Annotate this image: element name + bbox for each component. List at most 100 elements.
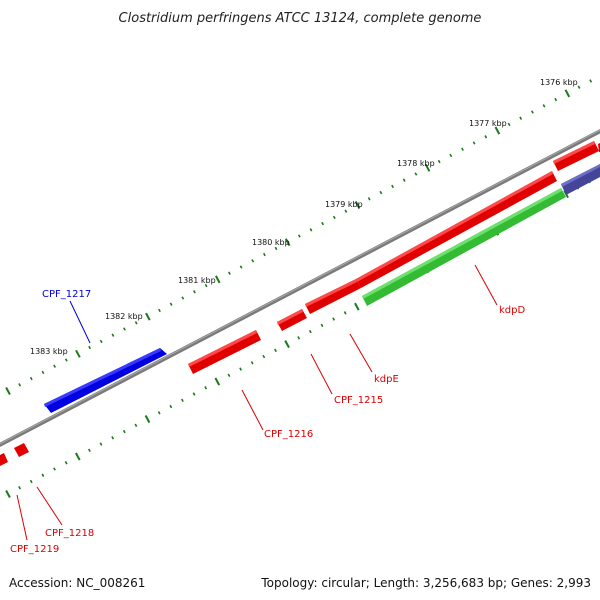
label-cpf-1216[interactable]: CPF_1216 <box>264 429 313 440</box>
gene-purple-shade <box>561 164 600 187</box>
outer-scale-minor-tick <box>484 135 488 139</box>
outer-dotted-scale <box>5 79 593 395</box>
outer-scale-minor-tick <box>274 246 278 251</box>
genome-summary-text: Topology: circular; Length: 3,256,683 bp… <box>260 576 591 590</box>
leader-cpf-1218 <box>36 486 63 526</box>
genome-backbone-highlight <box>0 129 600 445</box>
gene-cpf-1217[interactable] <box>44 348 167 413</box>
inner-scale-minor-tick <box>111 436 115 440</box>
tick-label-1379: 1379 kbp <box>325 200 363 209</box>
leader-cpf-1215 <box>310 353 333 395</box>
outer-scale-minor-tick <box>29 376 33 381</box>
outer-scale-minor-tick <box>309 228 313 232</box>
leader-cpf-1216 <box>241 389 264 431</box>
tick-label-1380: 1380 kbp <box>252 238 290 247</box>
leader-kdpd <box>474 264 498 306</box>
inner-scale-minor-tick <box>297 336 301 340</box>
label-leaders <box>16 264 498 541</box>
label-cpf-1218[interactable]: CPF_1218 <box>45 528 94 539</box>
outer-scale-major-tick <box>284 238 291 247</box>
inner-scale-major-tick <box>214 377 221 386</box>
outer-scale-minor-tick <box>181 296 185 300</box>
gene-kdpd[interactable] <box>362 188 566 306</box>
outer-scale-minor-tick <box>437 159 441 164</box>
inner-scale-minor-tick <box>227 373 231 377</box>
tick-label-1383: 1383 kbp <box>30 347 68 356</box>
leader-cpf-1217 <box>69 300 91 344</box>
inner-scale-minor-tick <box>192 392 196 396</box>
tick-label-1382: 1382 kbp <box>105 312 143 321</box>
map-title: Clostridium perfringens ATCC 13124, comp… <box>119 11 482 26</box>
outer-scale-minor-tick <box>519 116 523 120</box>
outer-scale-minor-tick <box>158 308 161 313</box>
gene-cpf-1218[interactable] <box>14 443 29 457</box>
gene-cpf-1216[interactable] <box>188 330 261 374</box>
inner-scale-minor-tick <box>204 386 208 390</box>
outer-scale-major-tick <box>75 349 81 358</box>
gene-kdpd-shade <box>362 188 562 299</box>
gene-red-large[interactable] <box>356 171 557 288</box>
outer-scale-major-tick <box>424 163 431 172</box>
outer-scale-minor-tick <box>297 234 301 238</box>
outer-scale-minor-tick <box>332 215 336 220</box>
inner-scale-minor-tick <box>262 354 266 359</box>
leader-cpf-1219 <box>16 494 28 541</box>
outer-scale-minor-tick <box>134 321 138 325</box>
label-kdpd[interactable]: kdpD <box>499 305 525 316</box>
inner-scale-major-tick <box>354 302 360 311</box>
tick-label-1381: 1381 kbp <box>178 276 216 285</box>
outer-scale-minor-tick <box>321 221 325 226</box>
outer-scale-minor-tick <box>344 209 348 213</box>
inner-scale-minor-tick <box>87 448 91 452</box>
inner-scale-major-tick <box>144 415 151 424</box>
inner-scale-minor-tick <box>134 423 138 427</box>
inner-scale-minor-tick <box>250 361 254 365</box>
outer-scale-minor-tick <box>227 271 231 275</box>
outer-scale-minor-tick <box>88 345 92 350</box>
outer-scale-major-tick <box>564 89 571 98</box>
outer-scale-minor-tick <box>472 141 476 145</box>
outer-scale-major-tick <box>5 387 11 395</box>
gene-cpf-1216-shade <box>188 330 257 367</box>
label-cpf-1215[interactable]: CPF_1215 <box>334 395 383 406</box>
outer-scale-minor-tick <box>53 364 57 368</box>
gene-labels: CPF_1217 kdpD kdpE CPF_1215 CPF_1216 CPF… <box>10 289 525 555</box>
inner-scale-minor-tick <box>157 411 161 415</box>
outer-scale-minor-tick <box>530 110 534 114</box>
inner-scale-minor-tick <box>122 429 126 434</box>
inner-scale-minor-tick <box>308 329 312 334</box>
inner-scale-minor-tick <box>332 317 336 321</box>
gene-features <box>0 141 600 466</box>
outer-scale-minor-tick <box>542 104 546 108</box>
gene-cpf-1219[interactable] <box>0 453 8 466</box>
inner-scale-minor-tick <box>53 467 56 471</box>
inner-scale-major-tick <box>284 340 290 349</box>
outer-scale-minor-tick <box>577 85 581 89</box>
label-kdpe[interactable]: kdpE <box>374 374 399 385</box>
outer-scale-minor-tick <box>204 283 208 288</box>
label-cpf-1219[interactable]: CPF_1219 <box>10 544 59 555</box>
outer-scale-minor-tick <box>414 172 418 176</box>
outer-scale-minor-tick <box>111 333 115 337</box>
tick-label-1377: 1377 kbp <box>469 119 507 128</box>
gene-kdpe[interactable] <box>305 279 361 314</box>
outer-scale-minor-tick <box>18 383 22 387</box>
inner-scale-minor-tick <box>343 311 347 315</box>
outer-scale-minor-tick <box>507 122 511 127</box>
outer-scale-minor-tick <box>99 339 103 344</box>
outer-scale-minor-tick <box>41 370 45 375</box>
outer-scale-minor-tick <box>193 290 196 294</box>
inner-scale-minor-tick <box>99 442 103 446</box>
outer-scale-minor-tick <box>123 327 126 331</box>
outer-scale-minor-tick <box>449 153 453 158</box>
label-cpf-1217[interactable]: CPF_1217 <box>42 289 91 300</box>
inner-scale-minor-tick <box>18 486 22 490</box>
outer-scale-major-tick <box>215 275 221 284</box>
leader-kdpe <box>349 333 373 373</box>
gene-cpf-1215-shade <box>277 309 303 325</box>
gene-red-top[interactable] <box>553 141 599 171</box>
inner-scale-major-tick <box>75 452 81 461</box>
outer-scale-minor-tick <box>64 358 68 362</box>
gene-cpf-1215[interactable] <box>277 309 307 331</box>
